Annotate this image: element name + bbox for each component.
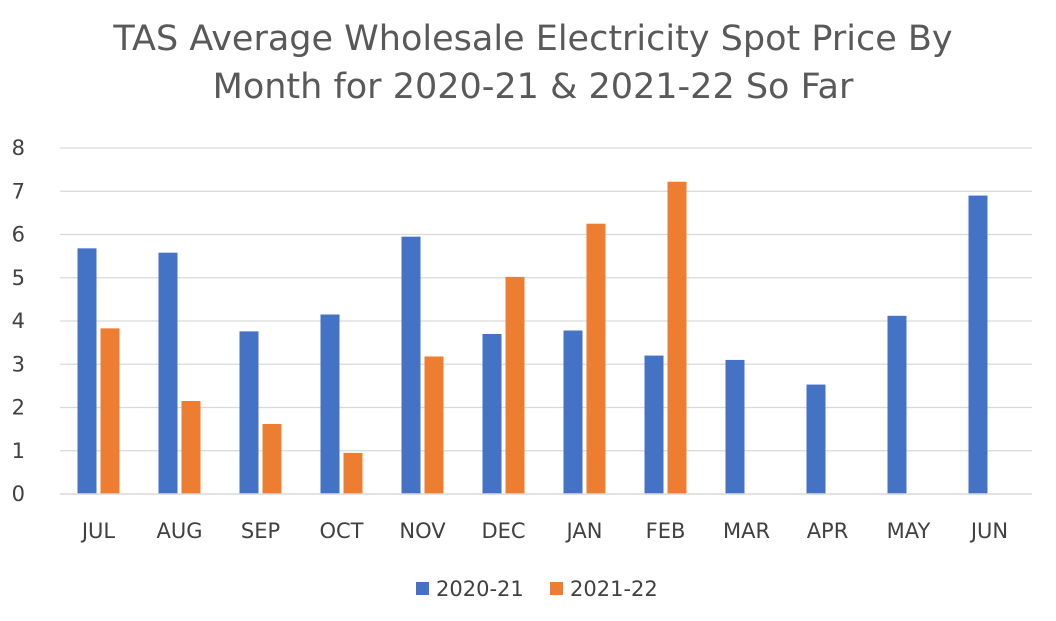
- y-tick-label: 0: [12, 482, 25, 506]
- bar-2020-21-may: [887, 315, 907, 494]
- bar-2020-21-mar: [725, 359, 745, 494]
- gridlines: [60, 147, 1032, 452]
- chart-title-line-1: TAS Average Wholesale Electricity Spot P…: [112, 19, 952, 59]
- bar-2020-21-apr: [806, 384, 826, 494]
- y-tick-label: 3: [12, 352, 25, 376]
- bar-2021-22-feb: [667, 181, 687, 495]
- y-tick-label: 7: [12, 179, 25, 203]
- bar-2020-21-sep: [239, 331, 259, 494]
- bar-2021-22-jul: [100, 328, 120, 494]
- bar-2020-21-nov: [401, 236, 421, 494]
- x-tick-label-may: MAY: [887, 519, 931, 543]
- legend: 2020-21 2021-22: [416, 577, 658, 601]
- x-tick-label-feb: FEB: [646, 519, 686, 543]
- legend-item-2021-22: 2021-22: [550, 577, 658, 601]
- x-tick-label-aug: AUG: [156, 519, 202, 543]
- bar-2021-22-dec: [505, 276, 525, 494]
- legend-label: 2020-21: [436, 577, 524, 601]
- x-tick-label-jan: JAN: [565, 519, 603, 543]
- x-tick-label-mar: MAR: [723, 519, 770, 543]
- bar-2020-21-dec: [482, 333, 502, 494]
- legend-item-2020-21: 2020-21: [416, 577, 524, 601]
- bar-2020-21-oct: [320, 314, 340, 494]
- bar-2020-21-aug: [158, 252, 178, 494]
- bar-2021-22-jan: [586, 223, 606, 494]
- bars: [77, 181, 988, 495]
- x-tick-label-dec: DEC: [481, 519, 525, 543]
- bar-2021-22-oct: [343, 452, 363, 494]
- x-tick-label-sep: SEP: [241, 519, 280, 543]
- legend-swatch: [550, 582, 563, 595]
- x-tick-label-apr: APR: [807, 519, 849, 543]
- y-tick-label: 1: [12, 439, 25, 463]
- chart-title: TAS Average Wholesale Electricity Spot P…: [112, 19, 952, 107]
- bar-2020-21-feb: [644, 355, 664, 494]
- y-tick-label: 8: [12, 136, 25, 160]
- x-tick-label-oct: OCT: [319, 519, 363, 543]
- x-tick-label-nov: NOV: [399, 519, 446, 543]
- bar-2021-22-aug: [181, 401, 201, 494]
- x-axis: JUL AUG SEP OCT NOV DEC JAN FEB MAR APR MAY JUN: [80, 519, 1008, 543]
- chart-title-line-2: Month for 2020-21 & 2021-22 So Far: [213, 67, 854, 107]
- bar-2020-21-jan: [563, 330, 583, 494]
- legend-swatch: [416, 582, 429, 595]
- bar-2020-21-jun: [968, 195, 988, 494]
- y-tick-label: 2: [12, 396, 25, 420]
- y-tick-label: 4: [12, 309, 25, 333]
- y-tick-label: 5: [12, 266, 25, 290]
- y-tick-label: 6: [12, 223, 25, 247]
- x-tick-label-jun: JUN: [969, 519, 1008, 543]
- bar-2021-22-sep: [262, 423, 282, 494]
- bar-2021-22-nov: [424, 356, 444, 494]
- x-tick-label-jul: JUL: [80, 519, 116, 543]
- bar-2020-21-jul: [77, 248, 97, 494]
- legend-label: 2021-22: [570, 577, 658, 601]
- y-axis: 0 1 2 3 4 5 6 7 8: [12, 136, 25, 506]
